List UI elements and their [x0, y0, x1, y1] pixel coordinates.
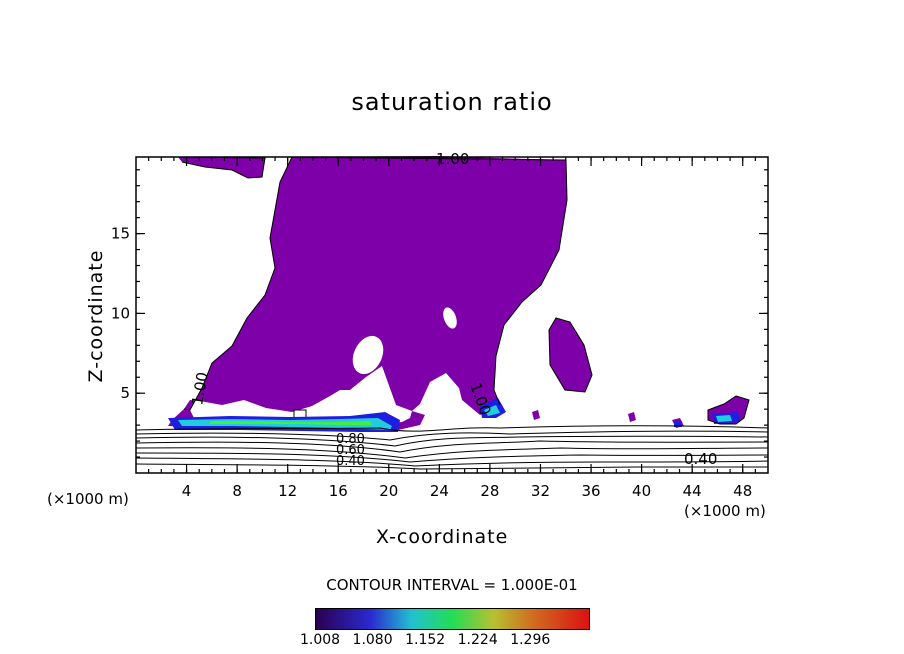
y-axis-label: Z-coordinate	[85, 249, 107, 383]
contour-lines	[135, 156, 769, 470]
supersaturation-region	[168, 156, 749, 430]
x-tick-label: 48	[733, 482, 752, 500]
y-tick-label: 10	[111, 304, 130, 322]
y-tick-label: 15	[111, 225, 130, 243]
x-tick-label: 12	[278, 482, 297, 500]
colorbar-tick-label: 1.080	[352, 632, 393, 648]
contour-interval-text: CONTOUR INTERVAL = 1.000E-01	[326, 576, 578, 594]
x-axis-label: X-coordinate	[376, 526, 509, 548]
x-tick-label: 32	[531, 482, 550, 500]
colorbar-tick-label: 1.224	[457, 632, 498, 648]
y-tick-label: 5	[120, 384, 130, 402]
x-unit-label-right: (×1000 m)	[684, 502, 766, 520]
colorbar	[315, 608, 590, 630]
contour-label: 0.80	[336, 432, 365, 447]
contour-label: 1.00	[188, 371, 212, 407]
contour-label: 0.40	[684, 450, 717, 468]
x-tick-label: 16	[329, 482, 348, 500]
x-tick-label: 20	[379, 482, 398, 500]
contour-label: 1.00	[436, 150, 469, 168]
x-tick-label: 40	[632, 482, 651, 500]
colorbar-labels: 1.008 1.080 1.152 1.224 1.296	[300, 632, 558, 648]
x-tick-label: 44	[683, 482, 702, 500]
colorbar-tick-label: 1.152	[405, 632, 446, 648]
chart-title: saturation ratio	[351, 88, 553, 116]
x-unit-label-left: (×1000 m)	[47, 490, 129, 508]
colorbar-tick-label: 1.296	[510, 632, 551, 648]
colorbar-tick-label: 1.008	[300, 632, 341, 648]
x-tick-label: 36	[581, 482, 600, 500]
x-tick-label: 8	[232, 482, 242, 500]
x-tick-label: 28	[480, 482, 499, 500]
x-tick-label: 4	[182, 482, 192, 500]
x-tick-label: 24	[430, 482, 449, 500]
contour-label: 0.60	[336, 443, 365, 458]
supersaturation-maxima	[168, 398, 740, 432]
contour-label: 0.40	[336, 454, 365, 469]
